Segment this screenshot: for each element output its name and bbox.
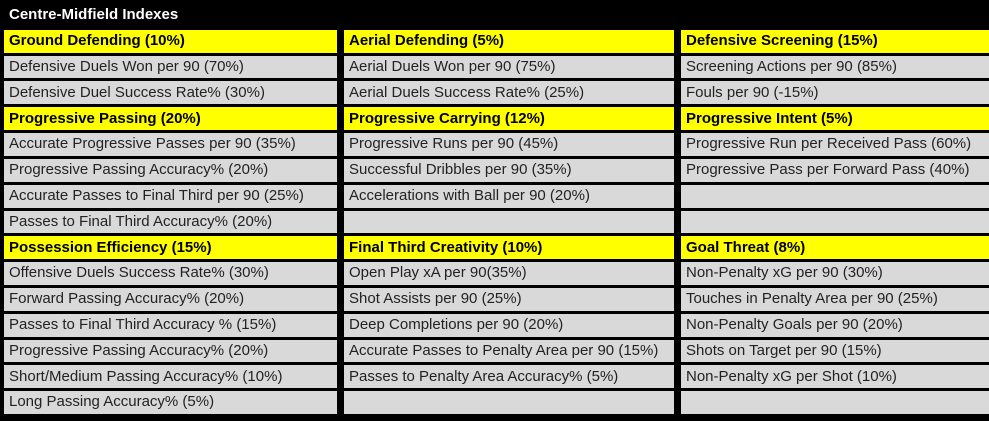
metric-cell: Successful Dribbles per 90 (35%) [344,158,681,185]
metric-row: Passes to Final Third Accuracy% (20%) [4,210,989,237]
metric-cell: Open Play xA per 90(35%) [344,262,681,288]
metric-cell: Short/Medium Passing Accuracy% (10%) [4,365,344,392]
category-header-cell: Progressive Intent (5%) [681,107,989,134]
metric-cell: Accelerations with Ball per 90 (20%) [344,184,681,211]
metric-cell: Passes to Penalty Area Accuracy% (5%) [344,365,681,392]
metric-cell: Progressive Passing Accuracy% (20%) [4,158,344,185]
metric-row: Progressive Passing Accuracy% (20%) Accu… [4,339,989,366]
metric-cell: Progressive Run per Received Pass (60%) [681,133,989,159]
metric-cell: Touches in Penalty Area per 90 (25%) [681,287,989,314]
page-title: Centre-Midfield Indexes [4,4,989,30]
metric-row: Defensive Duels Won per 90 (70%) Aerial … [4,55,989,82]
metric-cell: Shot Assists per 90 (25%) [344,287,681,314]
metric-row: Defensive Duel Success Rate% (30%) Aeria… [4,81,989,108]
metric-cell: Accurate Progressive Passes per 90 (35%) [4,133,344,159]
metric-cell: Non-Penalty xG per 90 (30%) [681,262,989,288]
category-header-cell: Final Third Creativity (10%) [344,236,681,263]
empty-cell [681,391,989,417]
metric-row: Offensive Duels Success Rate% (30%) Open… [4,262,989,288]
category-header-row: Possession Efficiency (15%) Final Third … [4,236,989,263]
metric-cell: Long Passing Accuracy% (5%) [4,391,344,417]
metric-row: Forward Passing Accuracy% (20%) Shot Ass… [4,287,989,314]
metric-cell: Non-Penalty xG per Shot (10%) [681,365,989,392]
metric-cell: Forward Passing Accuracy% (20%) [4,287,344,314]
category-header-cell: Defensive Screening (15%) [681,29,989,56]
metric-cell: Defensive Duels Won per 90 (70%) [4,55,344,82]
metric-row: Accurate Passes to Final Third per 90 (2… [4,184,989,211]
empty-cell [681,210,989,237]
title-row: Centre-Midfield Indexes [4,4,989,30]
metric-row: Long Passing Accuracy% (5%) [4,391,989,417]
category-header-row: Ground Defending (10%) Aerial Defending … [4,29,989,56]
metric-cell: Non-Penalty Goals per 90 (20%) [681,313,989,340]
metric-cell: Progressive Passing Accuracy% (20%) [4,339,344,366]
metric-cell: Accurate Passes to Penalty Area per 90 (… [344,339,681,366]
metric-cell: Aerial Duels Won per 90 (75%) [344,55,681,82]
category-header-row: Progressive Passing (20%) Progressive Ca… [4,107,989,134]
category-header-cell: Ground Defending (10%) [4,29,344,56]
metric-cell: Deep Completions per 90 (20%) [344,313,681,340]
category-header-cell: Aerial Defending (5%) [344,29,681,56]
metric-cell: Progressive Pass per Forward Pass (40%) [681,158,989,185]
metric-row: Accurate Progressive Passes per 90 (35%)… [4,133,989,159]
metric-cell: Shots on Target per 90 (15%) [681,339,989,366]
empty-cell [344,391,681,417]
metric-cell: Screening Actions per 90 (85%) [681,55,989,82]
metric-cell: Accurate Passes to Final Third per 90 (2… [4,184,344,211]
metric-row: Passes to Final Third Accuracy % (15%) D… [4,313,989,340]
category-header-cell: Possession Efficiency (15%) [4,236,344,263]
metric-cell: Progressive Runs per 90 (45%) [344,133,681,159]
category-header-cell: Goal Threat (8%) [681,236,989,263]
category-header-cell: Progressive Carrying (12%) [344,107,681,134]
empty-cell [681,184,989,211]
empty-cell [344,210,681,237]
metric-cell: Passes to Final Third Accuracy % (15%) [4,313,344,340]
metric-cell: Passes to Final Third Accuracy% (20%) [4,210,344,237]
metric-cell: Fouls per 90 (-15%) [681,81,989,108]
category-header-cell: Progressive Passing (20%) [4,107,344,134]
metric-row: Short/Medium Passing Accuracy% (10%) Pas… [4,365,989,392]
metric-cell: Offensive Duels Success Rate% (30%) [4,262,344,288]
metric-cell: Defensive Duel Success Rate% (30%) [4,81,344,108]
metric-cell: Aerial Duels Success Rate% (25%) [344,81,681,108]
metric-row: Progressive Passing Accuracy% (20%) Succ… [4,158,989,185]
